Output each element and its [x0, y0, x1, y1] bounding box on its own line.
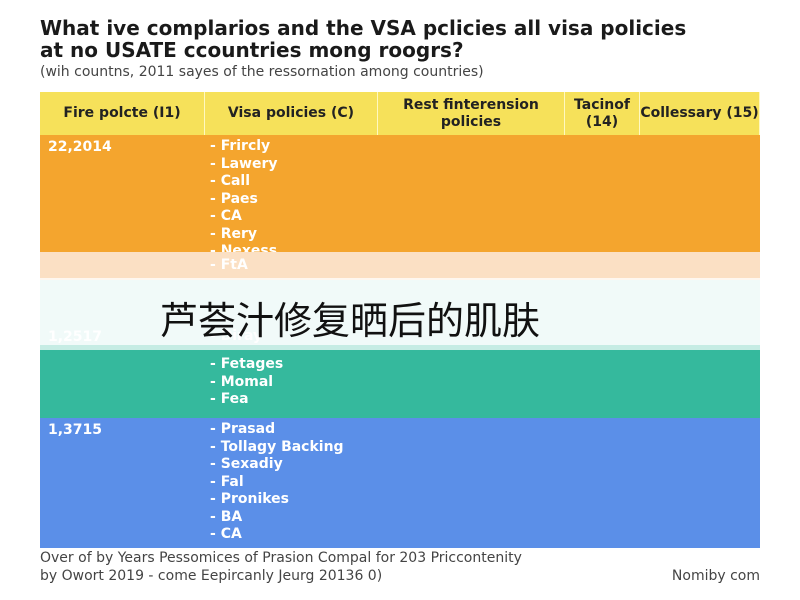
list-item: Prasad [210, 421, 344, 439]
item-list: FtA [210, 257, 248, 275]
list-item: Pronikes [210, 491, 344, 509]
table-header: Fire polcte (I1) Visa policies (C) Rest fi… [40, 92, 760, 135]
table-row: 22,2014 FrirclyLaweryCallPaesCAReryNexess [40, 135, 760, 259]
list-item: BA [210, 509, 344, 527]
table-row: FtA [40, 252, 760, 280]
list-item: CA [210, 526, 344, 544]
item-list: PrasadTollagy BackingSexadiyFalPronikesB… [210, 421, 344, 544]
list-item: Fea [210, 391, 283, 409]
header-cell: Rest finterension policies [378, 92, 565, 135]
list-item: CA [210, 208, 278, 226]
list-item: Paes [210, 191, 278, 209]
overlay-text: 芦荟汁修复晒后的肌肤 [160, 299, 541, 343]
item-list: FrirclyLaweryCallPaesCAReryNexess [210, 138, 278, 261]
footer-line: Over of by Years Pessomices of Prasion C… [40, 550, 522, 566]
title-line: at no USATE ccountries mong roogrs? [40, 38, 464, 62]
list-item: Call [210, 173, 278, 191]
title-line: What ive complarios and the VSA pclicies… [40, 16, 687, 40]
list-item: Frircly [210, 138, 278, 156]
list-item: FtA [210, 257, 248, 275]
overlay-band: 芦荟汁修复晒后的肌肤 [0, 278, 800, 350]
footer-credit: Nomiby com [671, 568, 760, 584]
header-cell: Collessary (15) [640, 92, 760, 135]
row-label: 1,3715 [48, 422, 103, 438]
table-row: FetagesMomalFea [40, 345, 760, 418]
table-row: 1,3715 PrasadTollagy BackingSexadiyFalPro… [40, 418, 760, 548]
footer-line: by Owort 2019 - come Eepircanly Jeurg 20… [40, 568, 383, 584]
list-item: Fal [210, 474, 344, 492]
header-cell: Tacinof (14) [565, 92, 640, 135]
list-item: Rery [210, 226, 278, 244]
header-cell: Fire polcte (I1) [40, 92, 205, 135]
item-list: FetagesMomalFea [210, 356, 283, 409]
list-item: Momal [210, 374, 283, 392]
header-cell: Visa policies (C) [205, 92, 378, 135]
list-item: Tollagy Backing [210, 439, 344, 457]
list-item: Fetages [210, 356, 283, 374]
list-item: Lawery [210, 156, 278, 174]
row-label: 22,2014 [48, 139, 112, 155]
list-item: Sexadiy [210, 456, 344, 474]
subtitle: (wih countns, 2011 sayes of the ressorna… [40, 64, 484, 80]
